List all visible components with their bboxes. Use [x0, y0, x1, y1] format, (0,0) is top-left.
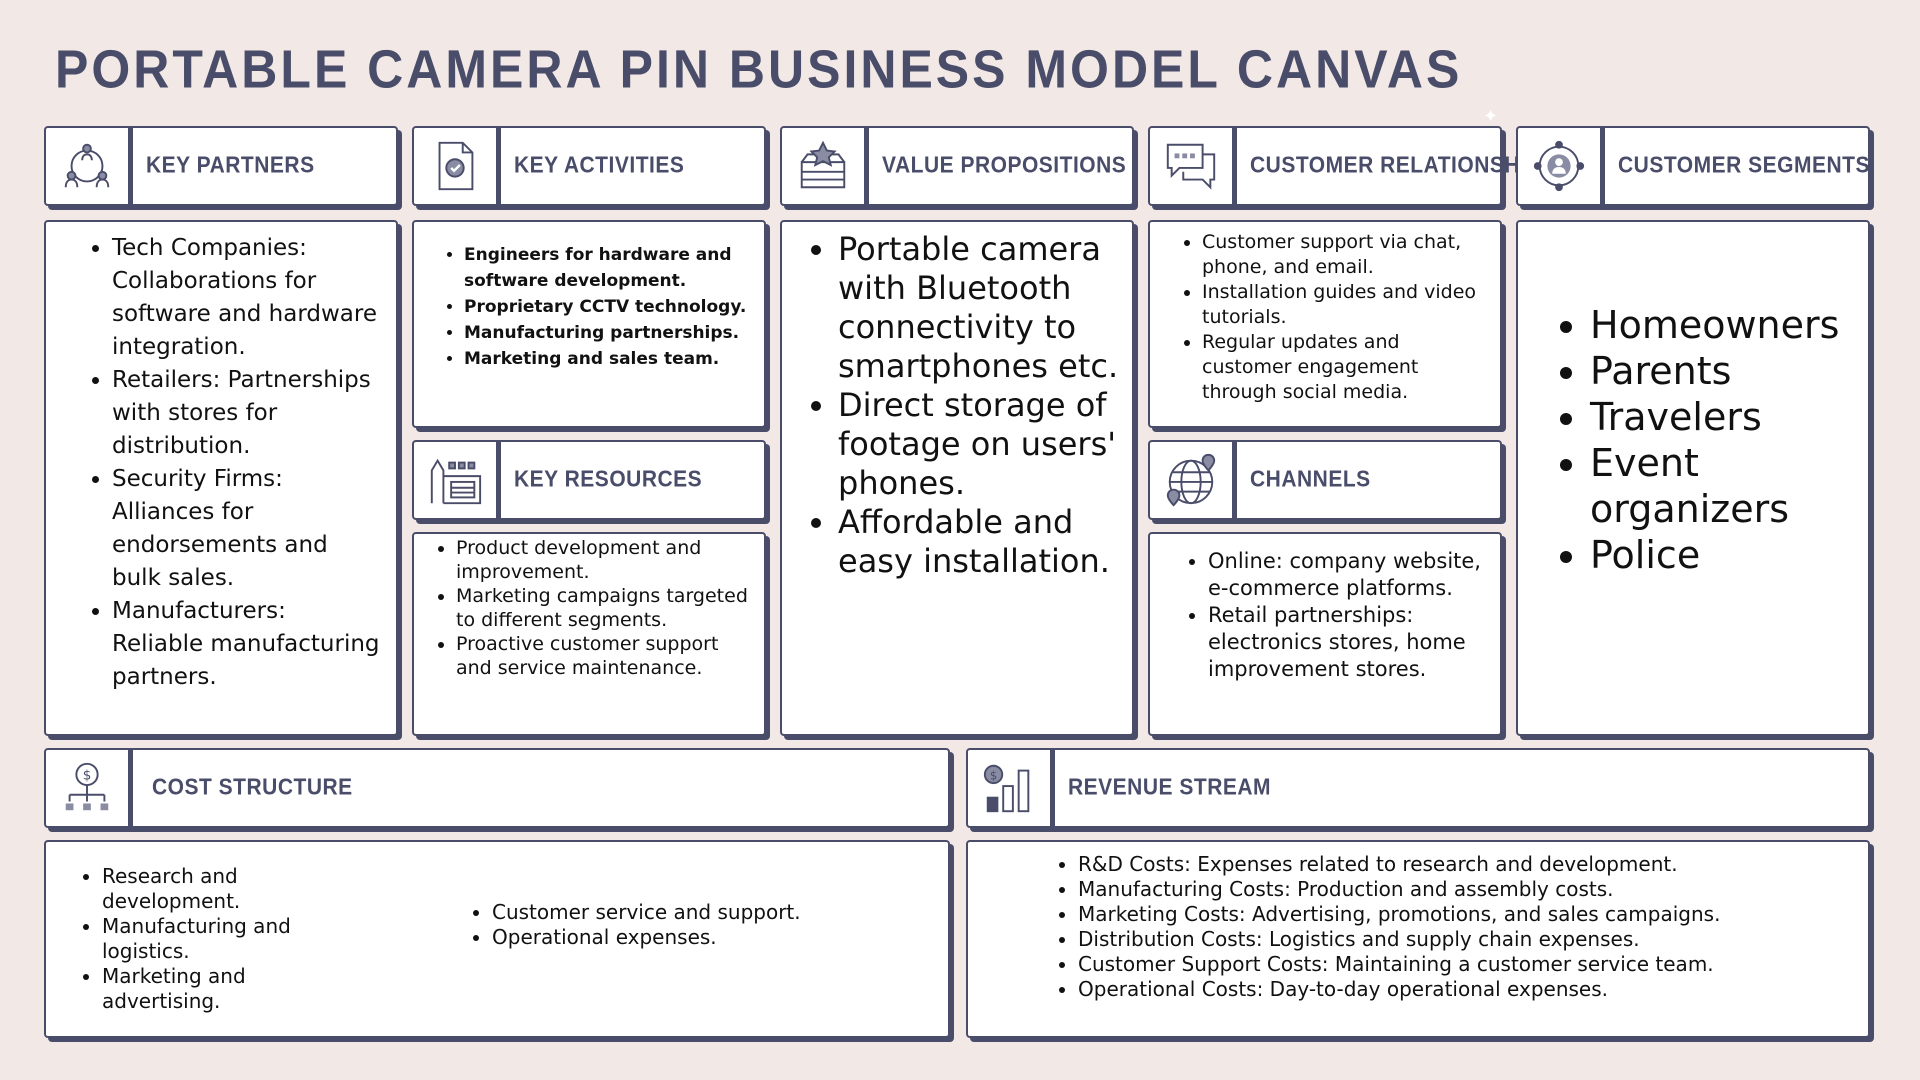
channels-list: Online: company website, e-commerce plat… — [1178, 548, 1494, 683]
list-item: Manufacturing Costs: Production and asse… — [1078, 877, 1860, 902]
cost-structure-content: Research and development. Manufacturing … — [44, 840, 950, 1038]
list-item: Manufacturers: Reliable manufacturing pa… — [112, 595, 382, 694]
svg-text:$: $ — [83, 767, 92, 783]
list-item: Parents — [1590, 348, 1862, 394]
key-activities-header: KEY ACTIVITIES — [412, 126, 766, 206]
list-item: Manufacturing and logistics. — [102, 914, 362, 964]
list-item: Marketing and sales team. — [464, 346, 756, 372]
star-box-icon — [782, 128, 866, 204]
key-activities-list: Engineers for hardware and software deve… — [434, 242, 756, 372]
value-propositions-list: Portable camera with Bluetooth connectiv… — [808, 230, 1124, 581]
customer-relationship-label: CUSTOMER RELATIONSHIP — [1250, 152, 1541, 179]
list-item: Installation guides and video tutorials. — [1202, 280, 1492, 330]
list-item: Customer support via chat, phone, and em… — [1202, 230, 1492, 280]
customer-segments-header: CUSTOMER SEGMENTS — [1516, 126, 1870, 206]
list-item: Proactive customer support and service m… — [456, 632, 756, 680]
dollar-hierarchy-icon: $ — [46, 750, 130, 826]
cost-structure-label: COST STRUCTURE — [152, 774, 353, 801]
customer-relationship-content: Customer support via chat, phone, and em… — [1148, 220, 1502, 428]
list-item: Proprietary CCTV technology. — [464, 294, 756, 320]
svg-text:$: $ — [990, 768, 997, 782]
key-resources-content: Product development and improvement. Mar… — [412, 532, 766, 736]
list-item: Affordable and easy installation. — [838, 503, 1124, 581]
list-item: Retailers: Partnerships with stores for … — [112, 364, 382, 463]
revenue-stream-header: $ REVENUE STREAM — [966, 748, 1870, 828]
list-item: Marketing campaigns targeted to differen… — [456, 584, 756, 632]
customer-segments-content: Homeowners Parents Travelers Event organ… — [1516, 220, 1870, 736]
revenue-stream-list: R&D Costs: Expenses related to research … — [1048, 852, 1860, 1002]
dollar-bar-chart-icon: $ — [968, 750, 1052, 826]
list-item: R&D Costs: Expenses related to research … — [1078, 852, 1860, 877]
key-activities-content: Engineers for hardware and software deve… — [412, 220, 766, 428]
key-partners-content: Tech Companies: Collaborations for softw… — [44, 220, 398, 736]
list-item: Online: company website, e-commerce plat… — [1208, 548, 1494, 602]
list-item: Tech Companies: Collaborations for softw… — [112, 232, 382, 364]
revenue-stream-label: REVENUE STREAM — [1068, 774, 1272, 801]
list-item: Event organizers — [1590, 440, 1862, 532]
sparkle-decoration: ✦ — [1483, 106, 1499, 127]
list-item: Operational expenses. — [492, 925, 801, 950]
value-propositions-content: Portable camera with Bluetooth connectiv… — [780, 220, 1134, 736]
list-item: Product development and improvement. — [456, 536, 756, 584]
list-item: Direct storage of footage on users' phon… — [838, 386, 1124, 503]
cost-structure-list-right: Customer service and support. Operationa… — [462, 900, 801, 1036]
list-item: Homeowners — [1590, 302, 1862, 348]
value-propositions-label: VALUE PROPOSITIONS — [882, 152, 1127, 179]
page-title: PORTABLE CAMERA PIN BUSINESS MODEL CANVA… — [55, 39, 1463, 100]
revenue-stream-content: R&D Costs: Expenses related to research … — [966, 840, 1870, 1038]
list-item: Travelers — [1590, 394, 1862, 440]
list-item: Marketing Costs: Advertising, promotions… — [1078, 902, 1860, 927]
key-resources-header: KEY RESOURCES — [412, 440, 766, 520]
list-item: Regular updates and customer engagement … — [1202, 330, 1492, 405]
channels-header: CHANNELS — [1148, 440, 1502, 520]
key-resources-label: KEY RESOURCES — [514, 466, 703, 493]
customer-segments-list: Homeowners Parents Travelers Event organ… — [1560, 302, 1862, 578]
list-item: Manufacturing partnerships. — [464, 320, 756, 346]
cost-structure-list-left: Research and development. Manufacturing … — [72, 864, 362, 1036]
cost-structure-header: $ COST STRUCTURE — [44, 748, 950, 828]
customer-relationship-list: Customer support via chat, phone, and em… — [1172, 230, 1492, 405]
customer-segments-label: CUSTOMER SEGMENTS — [1618, 152, 1870, 179]
globe-pins-icon — [1150, 442, 1234, 518]
factory-icon — [414, 442, 498, 518]
list-item: Customer Support Costs: Maintaining a cu… — [1078, 952, 1860, 977]
value-propositions-header: VALUE PROPOSITIONS — [780, 126, 1134, 206]
list-item: Research and development. — [102, 864, 362, 914]
checklist-document-icon — [414, 128, 498, 204]
user-target-icon — [1518, 128, 1602, 204]
customer-relationship-header: CUSTOMER RELATIONSHIP — [1148, 126, 1540, 206]
partners-network-icon — [46, 128, 130, 204]
key-partners-label: KEY PARTNERS — [146, 152, 315, 179]
channels-content: Online: company website, e-commerce plat… — [1148, 532, 1502, 736]
list-item: Engineers for hardware and software deve… — [464, 242, 756, 294]
key-activities-label: KEY ACTIVITIES — [514, 152, 685, 179]
list-item: Portable camera with Bluetooth connectiv… — [838, 230, 1124, 386]
list-item: Retail partnerships: electronics stores,… — [1208, 602, 1494, 683]
key-partners-header: KEY PARTNERS — [44, 126, 398, 206]
chat-bubbles-icon — [1150, 128, 1234, 204]
list-item: Customer service and support. — [492, 900, 801, 925]
list-item: Distribution Costs: Logistics and supply… — [1078, 927, 1860, 952]
channels-label: CHANNELS — [1250, 466, 1371, 493]
key-resources-list: Product development and improvement. Mar… — [426, 536, 756, 680]
list-item: Operational Costs: Day-to-day operationa… — [1078, 977, 1860, 1002]
list-item: Marketing and advertising. — [102, 964, 362, 1014]
list-item: Security Firms: Alliances for endorsemen… — [112, 463, 382, 595]
key-partners-list: Tech Companies: Collaborations for softw… — [82, 232, 382, 694]
list-item: Police — [1590, 532, 1862, 578]
